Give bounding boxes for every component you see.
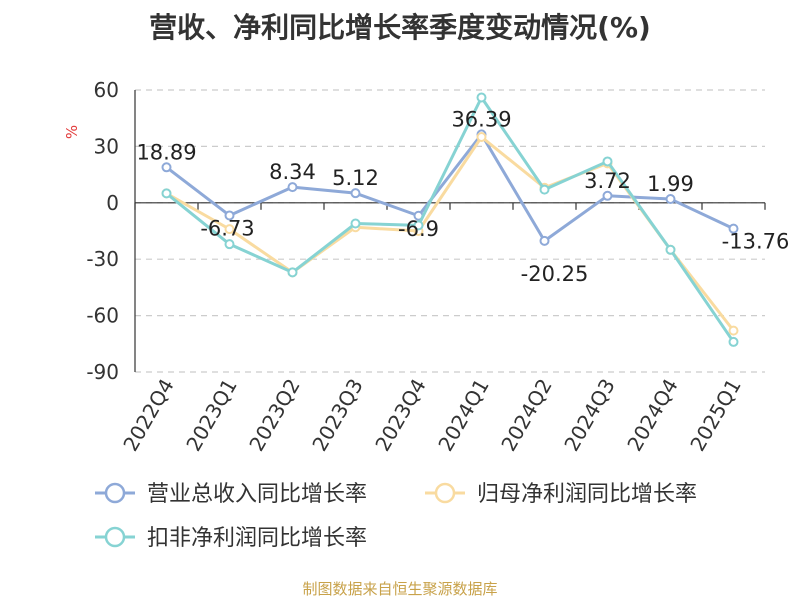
legend-marker bbox=[104, 482, 126, 504]
legend-label: 归母净利润同比增长率 bbox=[477, 482, 697, 507]
y-tick-label: 30 bbox=[94, 134, 119, 158]
data-label: 36.39 bbox=[451, 107, 511, 131]
data-label: -6.73 bbox=[200, 216, 254, 240]
legend-item-3[interactable]: 扣非净利润同比增长率 bbox=[95, 526, 367, 551]
series-3-point bbox=[728, 336, 739, 347]
series-line-1 bbox=[165, 132, 735, 243]
series-1-point bbox=[602, 190, 613, 201]
legend-label: 扣非净利润同比增长率 bbox=[147, 526, 367, 551]
series-1-point bbox=[350, 188, 361, 199]
series-2-point bbox=[728, 325, 739, 336]
x-tick-label: 2023Q3 bbox=[307, 375, 367, 456]
series-1-point bbox=[728, 223, 739, 234]
data-label: 1.99 bbox=[647, 172, 694, 196]
series-3-point bbox=[350, 218, 361, 229]
x-tick-label: 2024Q4 bbox=[622, 375, 682, 456]
data-label: 18.89 bbox=[136, 140, 196, 164]
x-tick-label: 2024Q3 bbox=[559, 375, 619, 456]
data-labels: 18.89 -6.73 8.34 5.12 -6.9 36.39 -20.25 3.72 1.9… bbox=[136, 107, 789, 285]
y-tick-label: -60 bbox=[86, 304, 119, 328]
series-group bbox=[161, 92, 739, 347]
x-tick-label: 2023Q1 bbox=[181, 375, 241, 456]
x-tick-label: 2023Q2 bbox=[244, 375, 304, 456]
chart-title: 营收、净利同比增长率季度变动情况(%) bbox=[149, 11, 651, 44]
series-3-point bbox=[161, 188, 172, 199]
y-tick-label: 0 bbox=[106, 191, 119, 215]
series-2-point bbox=[224, 224, 235, 235]
data-label: -13.76 bbox=[722, 230, 790, 254]
series-3-point bbox=[476, 92, 487, 103]
legend-marker bbox=[434, 482, 456, 504]
x-tick-label: 2023Q4 bbox=[370, 375, 430, 456]
series-3-point bbox=[665, 244, 676, 255]
x-tick-label: 2024Q1 bbox=[433, 375, 493, 456]
x-tick-label: 2025Q1 bbox=[685, 375, 745, 456]
series-1-point bbox=[161, 162, 172, 173]
series-3-point bbox=[224, 239, 235, 250]
data-label: -20.25 bbox=[521, 262, 589, 286]
y-tick-label: -90 bbox=[86, 360, 119, 384]
legend-item-1[interactable]: 营业总收入同比增长率 bbox=[95, 482, 367, 507]
data-label: 5.12 bbox=[332, 166, 379, 190]
series-line-3 bbox=[165, 96, 735, 343]
y-tick-label: -30 bbox=[86, 247, 119, 271]
series-2-point bbox=[476, 132, 487, 142]
y-tick-label: 60 bbox=[94, 78, 119, 102]
series-1-point bbox=[224, 210, 235, 221]
data-label: 3.72 bbox=[584, 169, 631, 193]
y-unit-label: % bbox=[63, 125, 81, 139]
series-3-point bbox=[413, 220, 424, 231]
x-tick-label: 2024Q2 bbox=[496, 375, 556, 456]
data-label: -6.9 bbox=[398, 217, 439, 241]
series-1-point bbox=[539, 235, 550, 246]
legend-marker bbox=[104, 526, 126, 548]
series-1-point bbox=[287, 182, 298, 193]
series-3-point bbox=[539, 184, 550, 195]
legend-item-2[interactable]: 归母净利润同比增长率 bbox=[425, 482, 697, 507]
series-3-point bbox=[287, 267, 298, 278]
data-label: 8.34 bbox=[269, 160, 316, 184]
legend-label: 营业总收入同比增长率 bbox=[147, 482, 367, 507]
series-3-point bbox=[602, 156, 613, 167]
series-1-point bbox=[665, 194, 676, 205]
source-note: 制图数据来自恒生聚源数据库 bbox=[302, 580, 498, 598]
x-tick-label: 2022Q4 bbox=[118, 375, 178, 456]
